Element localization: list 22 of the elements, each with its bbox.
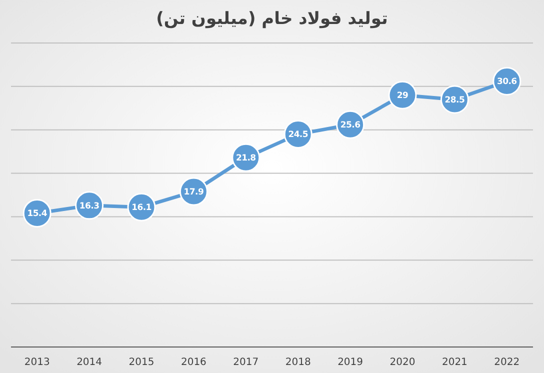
x-tick-label: 2016	[180, 357, 206, 368]
data-label: 30.6	[497, 77, 518, 88]
data-label: 15.4	[27, 209, 48, 220]
chart-title: توليد فولاد خام (ميليون تن)	[156, 9, 388, 29]
data-label: 25.6	[340, 120, 361, 131]
x-tick-label: 2022	[494, 357, 520, 368]
x-tick-label: 2017	[233, 357, 259, 368]
x-tick-label: 2014	[76, 357, 102, 368]
x-tick-label: 2021	[442, 357, 468, 368]
x-tick-label: 2020	[390, 357, 416, 368]
point	[388, 80, 417, 110]
x-tick-label: 2018	[285, 357, 311, 368]
x-tick-label: 2019	[338, 357, 364, 368]
x-tick-label: 2013	[24, 357, 50, 368]
data-label: 21.8	[236, 154, 256, 164]
data-label: 17.9	[184, 188, 204, 198]
data-label: 16.1	[132, 203, 152, 214]
data-label: 16.3	[79, 201, 100, 212]
x-tick-label: 2015	[128, 357, 154, 368]
data-label: 24.5	[288, 130, 308, 140]
data-label: 29	[396, 91, 408, 102]
data-label: 28.5	[444, 95, 465, 106]
